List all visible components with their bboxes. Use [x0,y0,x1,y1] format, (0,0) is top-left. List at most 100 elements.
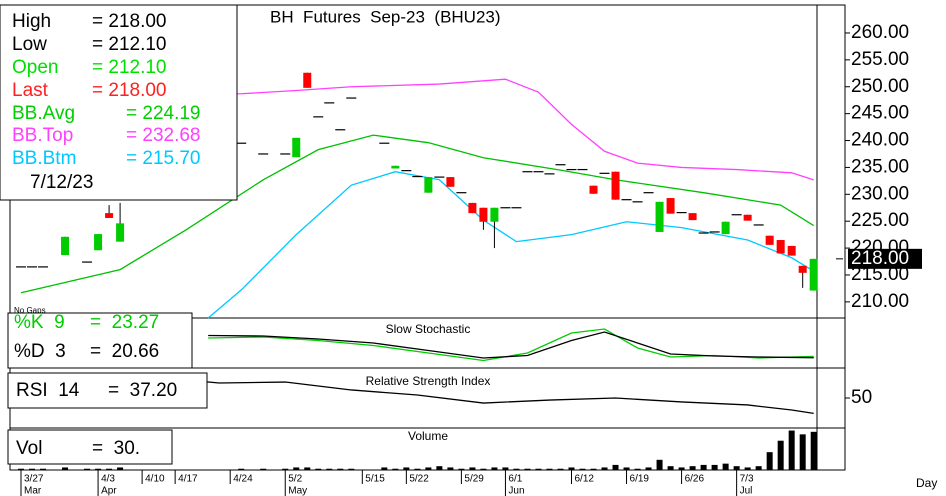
rsi-tick-label: 50 [851,387,872,408]
volume-bar [744,467,751,470]
volume-bar [304,467,311,470]
volume-bar [414,468,421,470]
candle-body [611,171,620,200]
candle-body [666,198,675,214]
candle-body [655,201,664,232]
marks: 210.00215.00220.00225.00230.00235.00240.… [16,22,909,496]
info-name: Low [12,34,47,55]
info-value: = 212.10 [92,34,167,55]
bollinger-line [207,171,815,319]
y-tick-label: 240.00 [851,130,909,151]
x-tick-label: 4/24 [233,474,253,485]
x-tick-label: 5/22 [409,474,429,485]
volume-bar [29,468,36,470]
volume-bar [469,467,476,470]
volume-bar [535,468,542,470]
volume-bar [799,434,806,470]
rsi-line [164,377,814,415]
volume-bar [656,459,663,470]
info-name: High [12,11,51,32]
month-label: May [288,486,307,496]
volume-bar [117,467,124,470]
y-tick-label: 210.00 [851,291,909,312]
volume-bar [634,468,641,470]
volume-bar [623,467,630,470]
info-name: BB.Btm [12,148,76,169]
volume-bar [711,464,718,470]
volume-bar [458,468,465,470]
candle-body [391,165,400,169]
volume-bar [40,468,47,470]
candle-body [424,177,433,193]
stochastic-value: = 23.27 [90,312,159,333]
info-value: = 218.00 [92,11,167,32]
volume-bar [381,467,388,470]
info-name: Open [12,57,58,78]
volume-bar [612,464,619,470]
volume-bar [315,468,322,470]
candle-body [61,236,70,256]
volume-bar [95,468,102,470]
stochastic-box [7,312,193,369]
x-tick-label: 3/27 [24,474,44,485]
last-price-label: 218.00 [851,248,909,269]
candle-body [303,72,312,88]
volume-bar [777,440,784,470]
chart-title: BH Futures Sep-23 (BHU23) [270,7,501,26]
volume-bar [282,468,289,470]
y-tick-label: 250.00 [851,76,909,97]
candle-body [765,235,774,245]
x-tick-label: 4/17 [178,474,198,485]
volume-bar [293,467,300,470]
info-date: 7/12/23 [30,172,93,193]
volume-bar [260,468,267,470]
volume-bar [568,467,575,470]
info-value: = 215.70 [126,148,201,169]
volume-bar [106,468,113,470]
y-tick-label: 245.00 [851,103,909,124]
volume-box [7,429,173,465]
y-tick-label: 255.00 [851,49,909,70]
month-label: Apr [101,486,117,496]
y-tick-label: 225.00 [851,210,909,231]
volume-bar [326,468,333,470]
info-value: = 224.19 [126,103,201,124]
rsi-name: RSI 14 [16,380,80,401]
month-label: Jul [740,486,753,496]
volume-bar [590,468,597,470]
volume-value: = 30. [92,438,140,459]
x-tick-label: 5/29 [464,474,484,485]
month-label: Jun [508,486,524,496]
volume-bar [480,468,487,470]
stochastic-name: %D 3 [14,341,66,362]
info-name: BB.Avg [12,103,75,124]
volume-bar [502,467,509,470]
y-tick-label: 215.00 [851,264,909,285]
y-tick-label: 260.00 [851,22,909,43]
volume-bar [513,468,520,470]
candle-body [776,240,785,254]
volume-bar [348,468,355,470]
x-tick-label: 5/15 [365,474,385,485]
volume-bar [689,466,696,470]
volume-bar [436,466,443,470]
rsi-title: Relative Strength Index [366,374,491,388]
stochastic-line [208,331,814,359]
info-name: BB.Top [12,125,73,146]
last-price-tag [848,248,922,269]
candle-body [292,137,301,158]
candle-body [743,214,752,221]
candle-body [721,221,730,235]
bollinger-line [20,134,815,294]
volume-bar [84,468,91,470]
x-tick-label: 6/1 [508,474,522,485]
x-axis-label: Day [916,476,937,490]
candle-body [798,265,807,273]
volume-bar [722,463,729,470]
volume-bar [337,468,344,470]
volume-bar [601,467,608,470]
volume-bar [810,431,817,470]
volume-bar [403,467,410,470]
candle-body [490,207,499,222]
